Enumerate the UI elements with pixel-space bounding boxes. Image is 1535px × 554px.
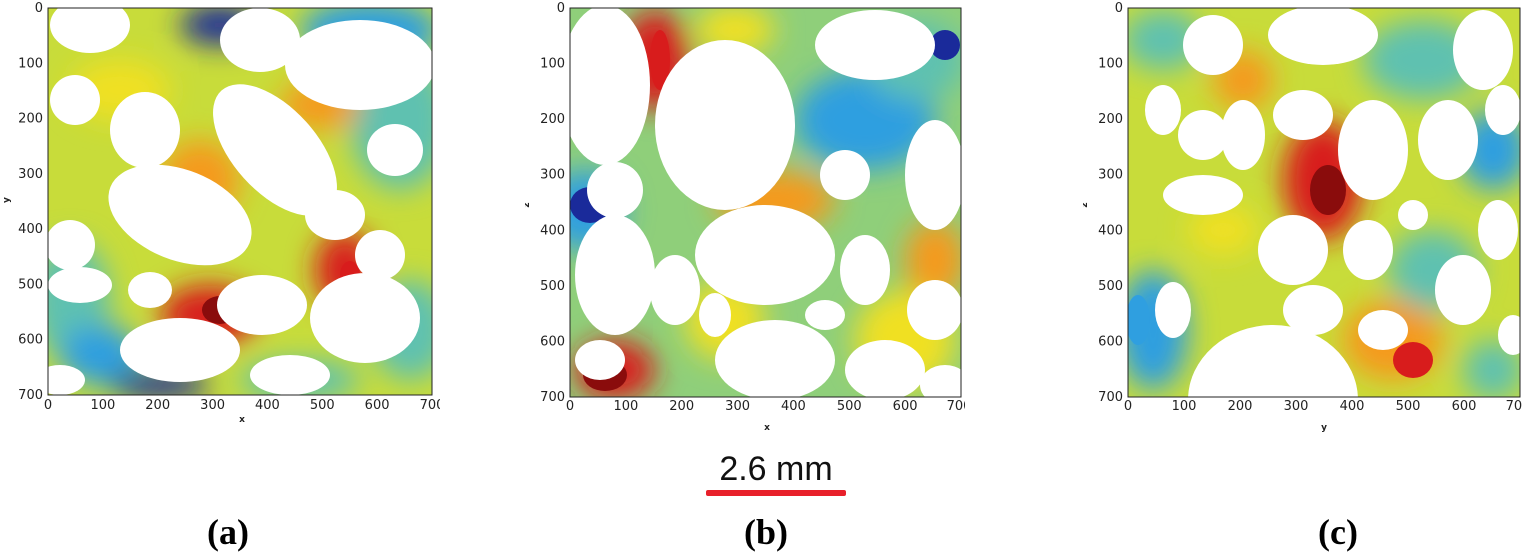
y-tick: 500	[540, 279, 565, 294]
y-tick: 100	[1098, 57, 1123, 72]
y-tick: 400	[1098, 223, 1123, 238]
y-tick: 500	[1098, 279, 1123, 294]
x-tick: 600	[1452, 399, 1477, 414]
y-tick: 200	[1098, 112, 1123, 127]
x-tick: 100	[90, 398, 115, 413]
x-tick: 300	[1284, 399, 1309, 414]
scale-bar: 2.6 mm	[706, 452, 846, 496]
x-tick: 0	[566, 399, 574, 414]
y-tick: 300	[540, 168, 565, 183]
panel-c-y-label: z	[1083, 202, 1090, 207]
y-tick: 0	[35, 1, 43, 16]
x-tick: 700	[947, 399, 965, 414]
x-tick: 500	[1396, 399, 1421, 414]
panel-a: 0 100 200 300 400 500 600 700 0 100 200 …	[0, 0, 440, 440]
scale-bar-label: 2.6 mm	[719, 450, 833, 488]
x-tick: 500	[310, 398, 335, 413]
x-tick: 200	[145, 398, 170, 413]
x-tick: 0	[44, 398, 52, 413]
x-tick: 300	[200, 398, 225, 413]
x-tick: 400	[1340, 399, 1365, 414]
caption-c: (c)	[1318, 512, 1358, 552]
y-tick: 0	[1115, 1, 1123, 16]
panel-c: 0 100 200 300 400 500 600 700 0 100 200 …	[1083, 0, 1523, 440]
y-tick: 400	[18, 222, 43, 237]
y-tick: 300	[18, 167, 43, 182]
y-tick: 600	[1098, 334, 1123, 349]
y-tick: 0	[557, 1, 565, 16]
y-tick: 700	[18, 388, 43, 403]
x-tick: 200	[669, 399, 694, 414]
x-tick: 100	[613, 399, 638, 414]
y-tick: 700	[1098, 390, 1123, 405]
x-tick: 100	[1172, 399, 1197, 414]
panel-b-x-label: x	[764, 423, 770, 433]
y-tick: 100	[18, 56, 43, 71]
panel-b-x-ticks: 0 100 200 300 400 500 600 700	[566, 399, 965, 414]
y-tick: 400	[540, 223, 565, 238]
panel-b-y-ticks: 0 100 200 300 400 500 600 700	[540, 1, 565, 405]
y-tick: 200	[540, 112, 565, 127]
x-tick: 500	[837, 399, 862, 414]
panel-c-x-label: y	[1321, 423, 1327, 433]
x-tick: 700	[420, 398, 440, 413]
panel-c-field	[1128, 8, 1520, 397]
caption-b: (b)	[744, 512, 788, 552]
y-tick: 600	[18, 333, 43, 348]
y-tick: 300	[1098, 168, 1123, 183]
panel-a-field	[48, 8, 432, 395]
panel-b-field	[570, 8, 961, 397]
x-tick: 300	[725, 399, 750, 414]
y-tick: 200	[18, 112, 43, 127]
panel-a-y-ticks: 0 100 200 300 400 500 600 700	[18, 1, 43, 403]
panel-c-x-ticks: 0 100 200 300 400 500 600 700	[1124, 399, 1523, 414]
panel-a-y-label: y	[2, 197, 12, 203]
x-tick: 400	[255, 398, 280, 413]
y-tick: 700	[540, 390, 565, 405]
scale-bar-line	[706, 490, 846, 496]
panel-c-y-ticks: 0 100 200 300 400 500 600 700	[1098, 1, 1123, 405]
panel-a-x-label: x	[239, 415, 245, 425]
panel-b: 0 100 200 300 400 500 600 700 0 100 200 …	[525, 0, 965, 440]
caption-a: (a)	[207, 512, 249, 552]
y-tick: 600	[540, 334, 565, 349]
panel-a-plot: 0 100 200 300 400 500 600 700 0 100 200 …	[2, 1, 440, 425]
y-tick: 100	[540, 57, 565, 72]
panel-c-plot: 0 100 200 300 400 500 600 700 0 100 200 …	[1083, 1, 1523, 433]
panel-a-x-ticks: 0 100 200 300 400 500 600 700	[44, 398, 440, 413]
x-tick: 400	[781, 399, 806, 414]
x-tick: 600	[893, 399, 918, 414]
x-tick: 200	[1228, 399, 1253, 414]
y-tick: 500	[18, 277, 43, 292]
x-tick: 700	[1506, 399, 1523, 414]
panel-b-plot: 0 100 200 300 400 500 600 700 0 100 200 …	[525, 1, 965, 433]
panel-b-y-label: z	[525, 202, 532, 207]
x-tick: 0	[1124, 399, 1132, 414]
x-tick: 600	[365, 398, 390, 413]
